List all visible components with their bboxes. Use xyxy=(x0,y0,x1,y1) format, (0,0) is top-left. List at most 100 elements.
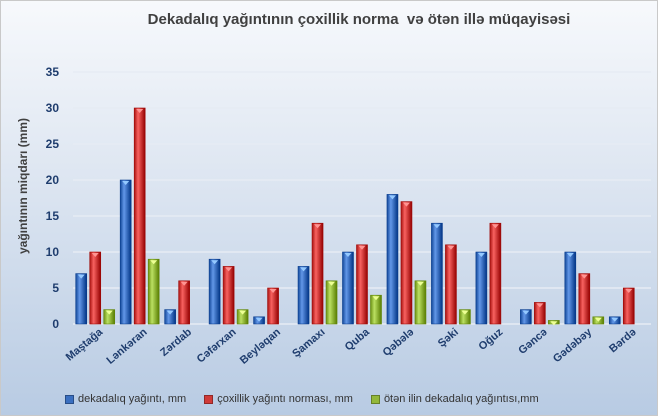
bar-cap xyxy=(136,109,144,113)
bar-cap xyxy=(358,245,366,250)
bar-Cəfərxan-0 xyxy=(208,258,221,325)
bar-Cəfərxan-1 xyxy=(222,266,235,325)
bar-Şamaxı-1 xyxy=(311,222,324,325)
bar-Maştağa-1 xyxy=(89,251,102,325)
bar-cap xyxy=(239,310,247,315)
bar-Oğuz-0 xyxy=(475,251,488,325)
x-tick-label: Şəki xyxy=(436,326,461,350)
bar-cap xyxy=(255,317,263,322)
bar-Şəki-2 xyxy=(459,309,471,325)
bar-cap xyxy=(461,310,469,315)
x-tick-label: Maştağa xyxy=(64,326,106,364)
y-tick-label: 10 xyxy=(46,245,60,259)
bar-cap xyxy=(328,281,336,286)
bar-Oğuz-1 xyxy=(489,222,502,325)
x-tick-label: Quba xyxy=(343,326,373,354)
bar-cap xyxy=(491,224,499,229)
bar-Şamaxı-0 xyxy=(297,266,310,325)
bar-Şəki-0 xyxy=(431,222,443,325)
bar-Beyləqan-1 xyxy=(267,287,279,325)
bar-cap xyxy=(211,260,219,265)
legend-label: çoxillik yağıntı norması, mm xyxy=(217,393,353,405)
legend: dekadalıq yağıntı, mm çoxillik yağıntı no… xyxy=(65,393,539,405)
legend-item: ötən ilin dekadalıq yağıntısı,mm xyxy=(370,393,539,405)
bar-cap xyxy=(447,245,455,250)
y-tick-label: 35 xyxy=(46,65,60,79)
y-tick-label: 0 xyxy=(52,317,59,331)
bar-Gədəbəy-0 xyxy=(564,251,577,325)
bar-cap xyxy=(105,310,113,315)
bar-Qəbələ-1 xyxy=(400,201,413,325)
y-tick-label: 25 xyxy=(46,137,60,151)
bar-cap xyxy=(180,281,188,286)
bar-cap xyxy=(536,303,544,308)
legend-label: dekadalıq yağıntı, mm xyxy=(78,393,187,405)
y-tick-label: 20 xyxy=(46,173,60,187)
bar-Bərdə-1 xyxy=(622,287,635,325)
bar-Zərdab-0 xyxy=(164,309,176,325)
bar-Qəbələ-0 xyxy=(386,194,399,325)
bar-Gəncə-0 xyxy=(520,309,532,325)
bar-cap xyxy=(314,224,322,229)
plot-area: 0 5 10 15 20 25 30 35 Maştağa Lənkəran Zərdab Cəfər… xyxy=(46,65,651,367)
bar-Şəki-1 xyxy=(445,244,457,325)
x-tick-label: Gədəbəy xyxy=(551,326,595,366)
bar-Cəfərxan-2 xyxy=(236,309,249,325)
x-tick-label: Qəbələ xyxy=(381,326,417,359)
bar-cap xyxy=(566,253,574,257)
bar-cap xyxy=(625,289,633,293)
bar-cap xyxy=(594,317,602,322)
bar-Lənkəran-0 xyxy=(119,179,132,325)
bar-cap xyxy=(522,310,530,315)
bar-Qəbələ-2 xyxy=(414,280,427,325)
bar-cap xyxy=(150,260,158,265)
bar-cap xyxy=(372,296,380,301)
bar-cap xyxy=(416,281,424,286)
y-tick-label: 30 xyxy=(46,101,60,115)
bar-cap xyxy=(402,202,410,207)
bar-Gəncə-1 xyxy=(534,302,546,325)
bar-Quba-2 xyxy=(370,294,382,325)
bar-cap xyxy=(611,317,619,322)
bar-Quba-0 xyxy=(342,251,354,325)
y-tick-label: 5 xyxy=(52,281,59,295)
x-tick-label: Beyləqan xyxy=(238,326,283,367)
bar-cap xyxy=(269,289,277,293)
legend-item: çoxillik yağıntı norması, mm xyxy=(204,393,353,405)
x-tick-label: Zərdab xyxy=(158,326,194,359)
bar-Lənkəran-2 xyxy=(147,258,160,325)
bar-cap xyxy=(91,253,99,257)
bar-cap xyxy=(77,274,85,279)
bar-cap xyxy=(300,267,308,272)
x-tick-label: Lənkəran xyxy=(104,326,149,367)
bar-cap xyxy=(122,181,130,185)
chart-title: Dekadalıq yağıntının çoxillik norma və ö… xyxy=(147,11,571,28)
x-tick-label: Gəncə xyxy=(516,326,549,357)
bar-Lənkəran-1 xyxy=(133,107,146,325)
legend-item: dekadalıq yağıntı, mm xyxy=(65,393,186,405)
y-tick-label: 15 xyxy=(46,209,60,223)
x-tick-label: Cəfərxan xyxy=(195,326,239,366)
bar-Zərdab-1 xyxy=(178,280,190,325)
bar-cap xyxy=(388,195,396,200)
legend-label: ötən ilin dekadalıq yağıntısı,mm xyxy=(383,393,539,405)
bar-cap xyxy=(433,224,441,229)
bar-Maştağa-0 xyxy=(75,273,88,325)
bar-cap xyxy=(477,253,485,257)
bar-Maştağa-2 xyxy=(103,309,116,325)
legend-swatch xyxy=(204,394,214,404)
bar-cap xyxy=(344,253,352,257)
bar-cap xyxy=(550,321,558,326)
legend-swatch xyxy=(370,394,380,404)
x-tick-label: Şamaxı xyxy=(290,326,327,360)
x-tick-label: Bərdə xyxy=(607,326,639,355)
bar-cap xyxy=(225,267,233,272)
x-tick-label: Oğuz xyxy=(477,326,506,353)
bar-cap xyxy=(166,310,174,315)
bar-Quba-1 xyxy=(356,244,368,325)
bar-Şamaxı-2 xyxy=(325,280,338,325)
legend-swatch xyxy=(65,394,74,404)
bar-cap xyxy=(580,274,588,279)
bar-Gədəbəy-1 xyxy=(578,273,591,325)
